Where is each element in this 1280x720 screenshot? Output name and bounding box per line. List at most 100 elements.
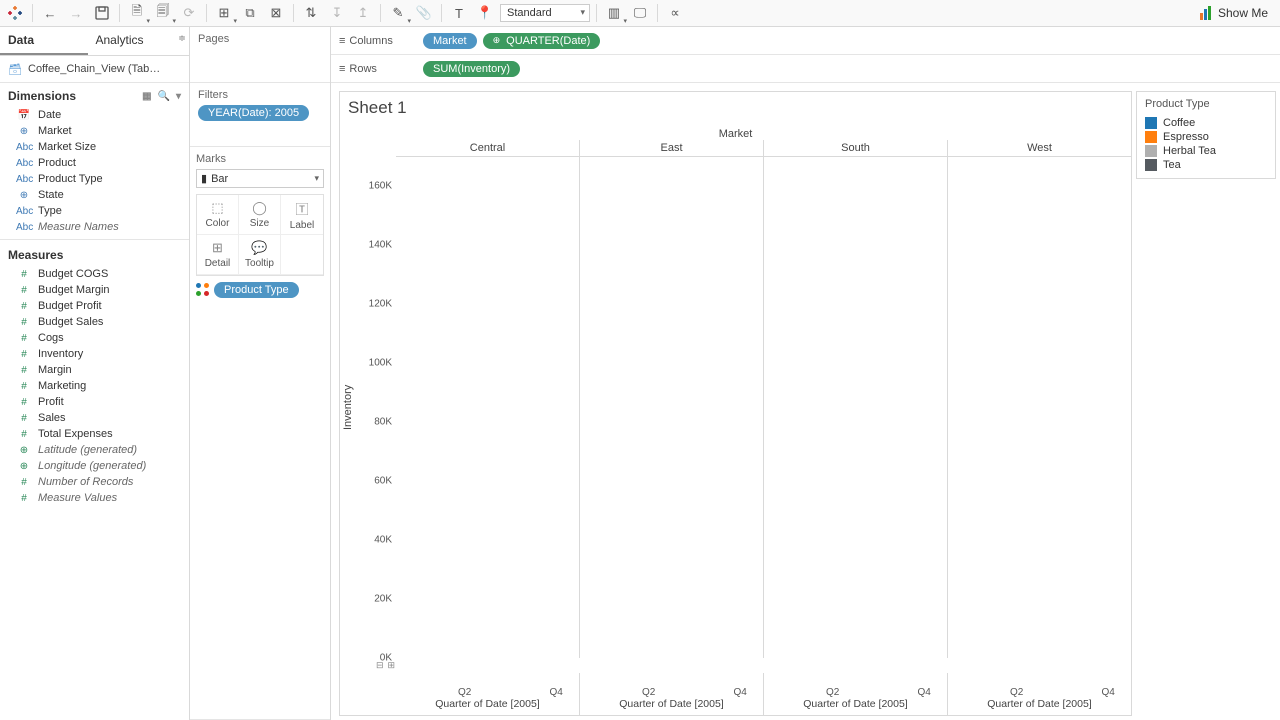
measure-field[interactable]: #Marketing: [0, 378, 189, 394]
chart-panel: [396, 157, 579, 658]
sort-asc-icon[interactable]: ⇅: [300, 2, 322, 24]
panel-header[interactable]: South: [763, 140, 947, 156]
new-worksheet-icon[interactable]: 🗐▾: [152, 2, 174, 24]
highlight-icon[interactable]: ✎▾: [387, 2, 409, 24]
sort-desc-icon[interactable]: ↧: [326, 2, 348, 24]
color-legend[interactable]: Product Type CoffeeEspressoHerbal TeaTea: [1136, 91, 1276, 179]
y-tick-label: 0K: [380, 653, 392, 664]
dimension-field[interactable]: AbcProduct: [0, 155, 189, 171]
pages-shelf[interactable]: Pages: [190, 27, 330, 83]
tab-data[interactable]: Data: [0, 27, 88, 55]
x-axis-panel: Q2Q4Quarter of Date [2005]: [947, 673, 1131, 715]
mark-size-button[interactable]: ◯Size: [239, 195, 281, 235]
panel-menu-icon[interactable]: ▾: [176, 91, 181, 102]
save-icon[interactable]: [91, 2, 113, 24]
measure-field[interactable]: #Number of Records: [0, 474, 189, 490]
market-header-label: Market: [340, 124, 1131, 140]
workspace: ≡Columns Market QUARTER(Date) ≡Rows SUM(…: [331, 27, 1280, 720]
measure-field[interactable]: #Margin: [0, 362, 189, 378]
share-icon[interactable]: ∝: [664, 2, 686, 24]
legend-swatch: [1145, 131, 1157, 143]
group-icon[interactable]: ↥: [352, 2, 374, 24]
filters-shelf[interactable]: Filters YEAR(Date): 2005: [190, 83, 330, 147]
duplicate-icon[interactable]: ⧉: [239, 2, 261, 24]
view-data-icon[interactable]: ▦: [142, 91, 151, 102]
new-datasource-icon[interactable]: 🗎▾: [126, 2, 148, 24]
dimension-field[interactable]: AbcType: [0, 203, 189, 219]
measure-field[interactable]: ⊕Longitude (generated): [0, 458, 189, 474]
show-me-button[interactable]: Show Me: [1192, 6, 1276, 20]
x-tick-label: Q4: [1085, 673, 1131, 698]
legend-item[interactable]: Espresso: [1145, 130, 1267, 144]
fit-select[interactable]: Standard: [500, 4, 590, 22]
swap-icon[interactable]: ⊞▾: [213, 2, 235, 24]
forward-icon[interactable]: →: [65, 2, 87, 24]
tooltip-icon: 💬: [251, 240, 267, 256]
measure-field[interactable]: #Budget Profit: [0, 298, 189, 314]
measure-field[interactable]: #Budget Margin: [0, 282, 189, 298]
tab-menu-icon[interactable]: ≑: [175, 27, 189, 55]
col-pill-market[interactable]: Market: [423, 33, 477, 49]
mark-detail-button[interactable]: ⊞Detail: [197, 235, 239, 275]
refresh-icon[interactable]: ⟳: [178, 2, 200, 24]
field-type-icon: Abc: [16, 174, 32, 185]
attach-icon[interactable]: 📎: [413, 2, 435, 24]
dimension-field[interactable]: AbcProduct Type: [0, 171, 189, 187]
x-tick-label: Q2: [994, 673, 1040, 698]
measure-field[interactable]: #Inventory: [0, 346, 189, 362]
x-axis-panel: Q2Q4Quarter of Date [2005]: [763, 673, 947, 715]
detail-icon: ⊞: [212, 240, 223, 256]
measure-field[interactable]: ⊕Latitude (generated): [0, 442, 189, 458]
cards-icon[interactable]: ▥▾: [603, 2, 625, 24]
panel-header[interactable]: West: [947, 140, 1131, 156]
dimension-field[interactable]: ⊕Market: [0, 123, 189, 139]
filter-pill-year[interactable]: YEAR(Date): 2005: [198, 105, 309, 121]
color-pill-product-type[interactable]: Product Type: [214, 282, 299, 298]
mark-label-button[interactable]: 🅃Label: [281, 195, 323, 235]
field-type-icon: #: [16, 365, 32, 376]
find-field-icon[interactable]: 🔍: [158, 91, 170, 102]
sheet-title[interactable]: Sheet 1: [340, 92, 1131, 124]
dimension-field[interactable]: AbcMarket Size: [0, 139, 189, 155]
measure-field[interactable]: #Budget COGS: [0, 266, 189, 282]
field-type-icon: #: [16, 269, 32, 280]
tableau-logo-icon[interactable]: [4, 2, 26, 24]
chart-area: Sheet 1 Market CentralEastSouthWest Inve…: [339, 91, 1132, 716]
main-area: Data Analytics ≑ 🗃 Coffee_Chain_View (Ta…: [0, 27, 1280, 720]
mark-type-select[interactable]: ▮ Bar: [196, 169, 324, 188]
measure-field[interactable]: #Measure Values: [0, 490, 189, 506]
dimension-field[interactable]: 📅Date: [0, 107, 189, 123]
dimension-field[interactable]: ⊕State: [0, 187, 189, 203]
measure-field[interactable]: #Profit: [0, 394, 189, 410]
dimension-field[interactable]: AbcMeasure Names: [0, 219, 189, 235]
measure-field[interactable]: #Cogs: [0, 330, 189, 346]
field-type-icon: ⊕: [16, 461, 32, 472]
label-icon[interactable]: T: [448, 2, 470, 24]
legend-item[interactable]: Tea: [1145, 158, 1267, 172]
datasource-item[interactable]: 🗃 Coffee_Chain_View (Tab…: [0, 56, 189, 83]
field-type-icon: 📅: [16, 110, 32, 121]
panel-header[interactable]: Central: [396, 140, 579, 156]
mark-color-button[interactable]: ⬚Color: [197, 195, 239, 235]
measure-field[interactable]: #Sales: [0, 410, 189, 426]
tab-analytics[interactable]: Analytics: [88, 27, 176, 55]
col-pill-quarter[interactable]: QUARTER(Date): [483, 33, 601, 49]
row-pill-inventory[interactable]: SUM(Inventory): [423, 61, 520, 77]
shelves-panel: Pages Filters YEAR(Date): 2005 Marks ▮ B…: [190, 27, 331, 720]
x-tick-label: [672, 673, 718, 698]
y-tick-label: 120K: [369, 298, 392, 309]
panel-header[interactable]: East: [579, 140, 763, 156]
columns-shelf[interactable]: ≡Columns Market QUARTER(Date): [331, 27, 1280, 55]
marks-card: Marks ▮ Bar ⬚Color◯Size🅃Label⊞Detail💬Too…: [190, 147, 330, 720]
legend-item[interactable]: Coffee: [1145, 116, 1267, 130]
mark-tooltip-button[interactable]: 💬Tooltip: [239, 235, 281, 275]
expand-collapse-icons[interactable]: ⊟⊞: [340, 658, 1131, 673]
pin-icon[interactable]: 📍: [474, 2, 496, 24]
measure-field[interactable]: #Total Expenses: [0, 426, 189, 442]
clear-icon[interactable]: ⊠: [265, 2, 287, 24]
presentation-icon[interactable]: 🖵: [629, 2, 651, 24]
legend-item[interactable]: Herbal Tea: [1145, 144, 1267, 158]
rows-shelf[interactable]: ≡Rows SUM(Inventory): [331, 55, 1280, 83]
back-icon[interactable]: ←: [39, 2, 61, 24]
measure-field[interactable]: #Budget Sales: [0, 314, 189, 330]
